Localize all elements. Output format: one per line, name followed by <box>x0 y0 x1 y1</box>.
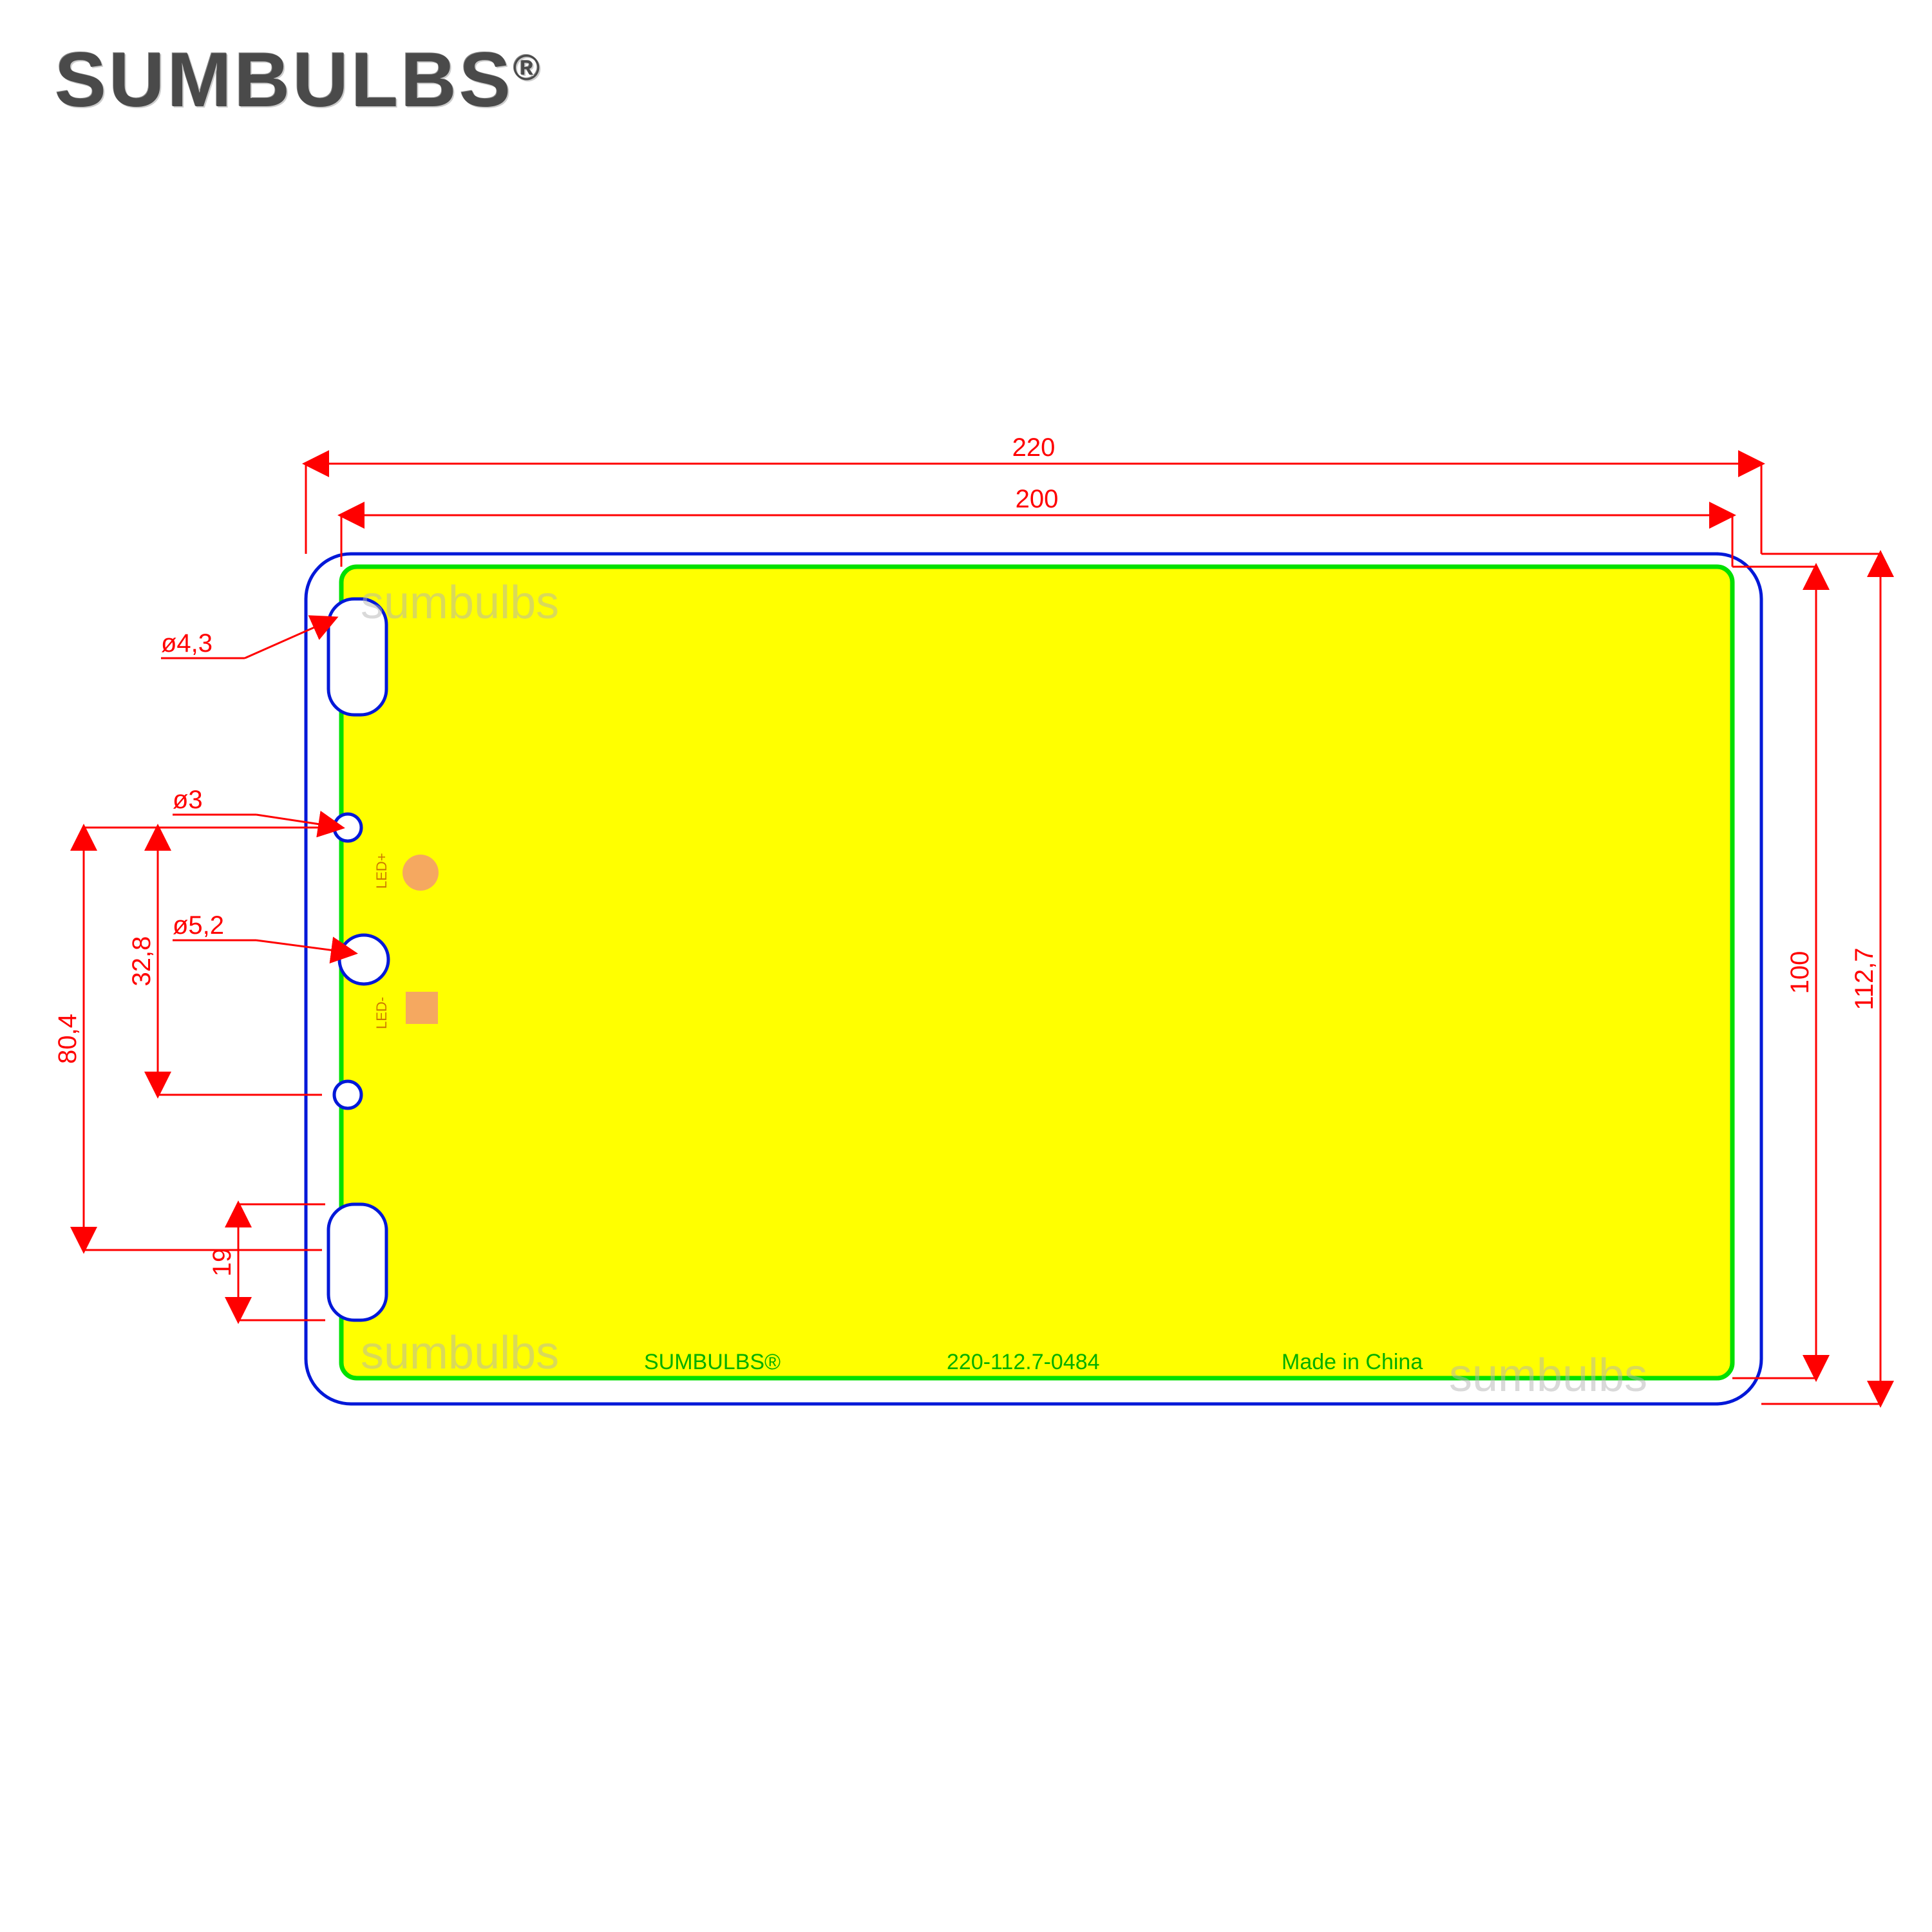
small-hole <box>334 1081 361 1108</box>
watermark-text: sumbulbs <box>361 576 559 629</box>
note-origin: Made in China <box>1282 1350 1423 1374</box>
mounting-slot <box>328 1204 386 1320</box>
dim-height-1127: 112,7 <box>1850 947 1879 1010</box>
brand-logo-text: SUMBULBS <box>55 37 513 123</box>
note-brand: SUMBULBS® <box>644 1350 781 1374</box>
label-led-plus: LED+ <box>374 853 390 889</box>
dim-slot-19: 19 <box>208 1248 236 1277</box>
watermark-text: sumbulbs <box>361 1327 559 1379</box>
drawing-shapes: LED+ LED- <box>306 554 1761 1404</box>
engineering-drawing: LED+ LED- 220 200 100 112,7 80,4 32,8 19 ø4,3 ø3 ø… <box>0 0 1932 1932</box>
board-notes: SUMBULBS® 220-112.7-0484 Made in China <box>644 1350 1423 1374</box>
brand-registered-mark: ® <box>513 47 542 88</box>
dim-width-200: 200 <box>1016 485 1059 513</box>
note-model: 220-112.7-0484 <box>947 1350 1100 1374</box>
dim-width-220: 220 <box>1012 433 1056 462</box>
dim-hole-52: ø5,2 <box>173 911 224 940</box>
dim-hole-3: ø3 <box>173 786 203 814</box>
dim-left-328: 32,8 <box>128 936 156 987</box>
pad-led-minus <box>406 992 438 1024</box>
dim-hole-43: ø4,3 <box>161 629 213 658</box>
dim-left-804: 80,4 <box>53 1014 82 1064</box>
dim-height-100: 100 <box>1786 951 1814 994</box>
inner-emitting-area <box>341 567 1732 1378</box>
watermark-text: sumbulbs <box>1449 1349 1647 1402</box>
label-led-minus: LED- <box>374 997 390 1029</box>
brand-logo: SUMBULBS® <box>55 35 542 124</box>
big-hole <box>339 935 388 984</box>
pad-led-plus <box>402 855 439 891</box>
